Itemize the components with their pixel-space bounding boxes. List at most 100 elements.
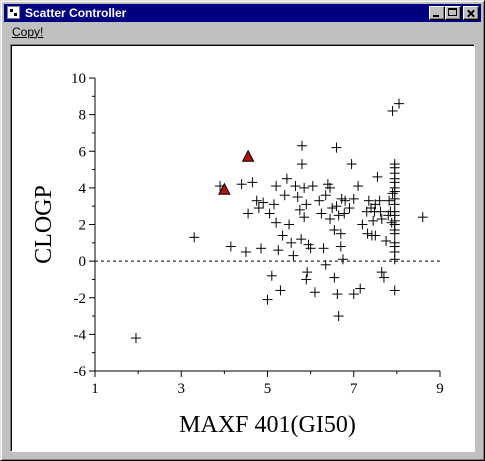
plus-marker [376, 267, 387, 278]
plus-marker [253, 203, 264, 214]
plot-markers [130, 98, 428, 344]
plus-marker [335, 241, 346, 252]
plus-marker [340, 195, 351, 206]
plus-marker [281, 173, 292, 184]
plus-marker [225, 241, 236, 252]
plus-marker [262, 294, 273, 305]
plus-marker [333, 311, 344, 322]
x-tick-label: 9 [436, 381, 444, 397]
y-tick-label: 10 [71, 71, 86, 87]
x-tick-label: 3 [178, 381, 186, 397]
y-tick-label: 2 [79, 218, 87, 234]
plus-marker [381, 235, 392, 246]
plus-marker [271, 217, 282, 228]
triangle-marker [241, 149, 255, 162]
app-icon[interactable] [7, 6, 20, 19]
plus-marker [325, 182, 336, 193]
plus-marker [286, 237, 297, 248]
plus-marker [275, 285, 286, 296]
y-tick-label: 4 [79, 181, 87, 197]
plus-marker [375, 206, 386, 217]
plus-marker [368, 215, 379, 226]
plus-marker [335, 228, 346, 239]
plus-marker [290, 181, 301, 192]
plus-marker [240, 246, 251, 257]
window-title: Scatter Controller [25, 6, 127, 20]
plus-marker [316, 208, 327, 219]
plus-marker [332, 289, 343, 300]
plus-marker [378, 272, 389, 283]
plus-marker [279, 190, 290, 201]
plus-marker [348, 193, 359, 204]
x-tick-label: 7 [350, 381, 358, 397]
y-tick-label: -2 [74, 291, 87, 307]
plus-marker [346, 159, 357, 170]
plot-frame [10, 44, 475, 452]
plus-marker [353, 181, 364, 192]
plus-marker [251, 195, 262, 206]
menu-bar: Copy! [4, 23, 481, 41]
maximize-icon[interactable] [445, 6, 461, 20]
plus-marker [296, 234, 307, 245]
plus-marker [271, 181, 282, 192]
y-tick-label: -4 [74, 327, 87, 343]
plus-marker [331, 201, 342, 212]
copy-menu-item[interactable]: Copy! [12, 25, 44, 39]
plus-marker [236, 179, 247, 190]
minimize-icon[interactable] [429, 6, 445, 20]
plus-marker [284, 219, 295, 230]
plus-marker [292, 192, 303, 203]
plus-marker [344, 203, 355, 214]
plus-marker [394, 98, 405, 109]
x-tick-label: 5 [264, 381, 272, 397]
plus-marker [320, 190, 331, 201]
x-tick-label: 1 [91, 381, 99, 397]
plus-marker [318, 243, 329, 254]
plus-marker [301, 274, 312, 285]
close-icon[interactable] [463, 6, 479, 20]
plus-marker [363, 195, 374, 206]
plus-marker [288, 250, 299, 261]
plus-marker [189, 232, 200, 243]
plus-marker [355, 283, 366, 294]
plus-marker [314, 195, 325, 206]
plus-marker [130, 333, 141, 344]
plus-marker [266, 270, 277, 281]
plus-marker [357, 219, 368, 230]
plus-marker [301, 199, 312, 210]
plus-marker [243, 208, 254, 219]
y-tick-label: -6 [74, 364, 87, 380]
plus-marker [277, 230, 288, 241]
plus-marker [333, 210, 344, 221]
plus-marker [389, 228, 400, 239]
plus-marker [348, 289, 359, 300]
y-axis-title: CLOGP [31, 185, 57, 264]
plus-marker [299, 212, 310, 223]
plus-marker [384, 195, 395, 206]
y-tick-label: 6 [79, 144, 87, 160]
plus-marker [389, 254, 400, 265]
plus-marker [372, 171, 383, 182]
plus-marker [309, 287, 320, 298]
plus-marker [256, 243, 267, 254]
plus-marker [258, 197, 269, 208]
y-tick-label: 0 [79, 254, 87, 270]
plus-marker [299, 182, 310, 193]
plus-marker [268, 199, 279, 210]
plus-marker [264, 208, 275, 219]
plus-marker [417, 212, 428, 223]
y-tick-label: 8 [79, 108, 87, 124]
plus-marker [325, 214, 336, 225]
plus-marker [329, 224, 340, 235]
scatter-plot: 10 8 6 4 2 0 -2 -4 -61 3 5 7 9 MAXF 401(GI50) CLOGP [31, 71, 444, 438]
title-bar[interactable]: Scatter Controller [4, 4, 481, 22]
plus-marker [305, 243, 316, 254]
plus-marker [362, 228, 373, 239]
plus-marker [302, 267, 313, 278]
plus-marker [387, 105, 398, 116]
plus-marker [320, 259, 331, 270]
plus-marker [297, 140, 307, 151]
plus-marker [370, 230, 381, 241]
plus-marker [331, 142, 342, 153]
plus-marker [376, 214, 387, 225]
